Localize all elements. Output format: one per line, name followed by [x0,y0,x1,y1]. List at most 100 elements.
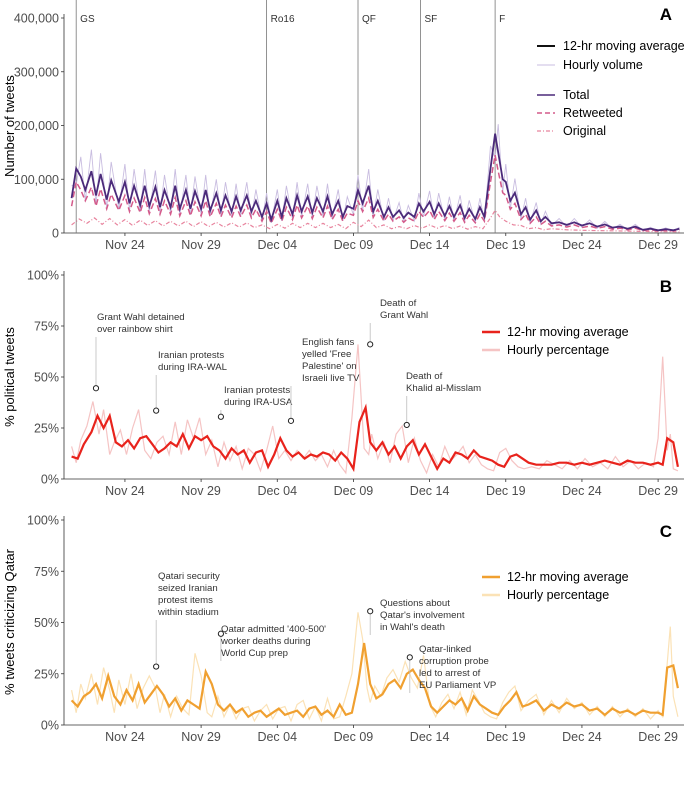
annotation-text: Israeli live TV [302,373,360,384]
y-tick-label: 75% [34,320,59,334]
hourly-volume-line [71,124,680,232]
y-tick-label: 0% [41,719,59,733]
annotation-text: Qatar's involvement [380,610,465,621]
x-tick-label: Dec 14 [410,238,450,252]
y-tick-label: 0 [52,227,59,241]
y-tick-label: 100,000 [14,173,59,187]
annotation-marker [153,407,160,414]
stage-label: GS [80,14,95,25]
y-tick-label: 100% [27,514,59,528]
annotation-marker [403,421,410,429]
hourly-percentage-line [71,612,679,723]
x-tick-label: Dec 04 [257,730,297,744]
y-tick-label: 100% [27,269,59,283]
y-tick-label: 75% [34,565,59,579]
retweeted-line [70,154,680,232]
y-tick-label: 300,000 [14,65,59,79]
annotation-text: yelled 'Free [302,349,351,360]
annotation-text: Iranian protests [224,385,290,396]
panel-letter: B [660,277,672,296]
legend-label: 12-hr moving average [563,39,685,53]
x-tick-label: Dec 09 [334,484,374,498]
y-tick-label: 25% [34,667,59,681]
annotation-text: over rainbow shirt [97,324,173,335]
legend-label: Total [563,88,589,102]
annotation-text: Iranian protests [158,350,224,361]
original-line [71,209,680,233]
annotation-text: led to arrest of [419,668,481,679]
x-tick-label: Nov 29 [181,238,221,252]
annotation-marker [153,663,160,670]
y-tick-label: 200,000 [14,119,59,133]
annotation-marker [217,630,225,637]
x-tick-label: Nov 29 [181,730,221,744]
x-tick-label: Dec 29 [638,484,678,498]
panel-c: 0% 25% 50% 75% 100% Nov 24 Nov 29 Dec 04 Dec 09 D… [2,514,684,744]
annotation-text: within stadium [157,607,219,618]
x-tick-label: Dec 24 [562,238,602,252]
x-tick-label: Nov 24 [105,730,145,744]
x-tick-label: Dec 14 [410,730,450,744]
y-tick-label: 50% [34,616,59,630]
annotation-marker [367,608,374,615]
annotation-text: Questions about [380,598,450,609]
stage-label: Ro16 [271,14,295,25]
annotation-text: worker deaths during [220,636,311,647]
annotation-marker [92,385,100,392]
legend-label: 12-hr moving average [507,570,629,584]
annotation-text: Qatar-linked [419,644,471,655]
annotation-text: Grant Wahl [380,310,428,321]
annotation-text: Qatar admitted '400-500' [221,624,326,635]
annotation-text: English fans [302,337,354,348]
y-tick-label: 0% [41,473,59,487]
x-tick-label: Nov 24 [105,484,145,498]
x-tick-label: Dec 04 [257,484,297,498]
legend-label: 12-hr moving average [507,325,629,339]
annotation-text: Qatari security [158,571,220,582]
legend-label: Hourly volume [563,58,643,72]
x-tick-label: Dec 24 [562,484,602,498]
legend-label: Hourly percentage [507,588,609,602]
annotation-marker [217,413,225,420]
y-axis-title: Number of tweets [2,75,17,177]
x-tick-label: Dec 14 [410,484,450,498]
annotation-marker [406,654,413,661]
x-tick-label: Dec 29 [638,730,678,744]
annotation-text: in Wahl's death [380,622,445,633]
stage-label: SF [424,14,437,25]
x-tick-label: Dec 19 [486,484,526,498]
legend-label: Original [563,124,606,138]
legend-label: Retweeted [563,106,623,120]
annotation-marker [287,417,295,424]
y-axis-title: % political tweets [2,327,17,427]
panel-a: 0 100,000 200,000 300,000 400,000 Nov 24 Nov 2… [2,0,685,252]
y-tick-label: 50% [34,371,59,385]
stage-label: QF [362,14,376,25]
x-tick-label: Dec 09 [334,238,374,252]
annotation-text: during IRA-USA [224,397,293,408]
y-tick-label: 25% [34,422,59,436]
stage-label: F [499,14,505,25]
annotation-text: World Cup prep [221,648,288,659]
annotation-text: EU Parliament VP [419,680,496,691]
y-axis-title: % tweets criticizing Qatar [2,548,17,695]
legend-label: Hourly percentage [507,343,609,357]
annotation-text: Grant Wahl detained [97,312,185,323]
panel-letter: C [660,522,672,541]
annotation-text: seized Iranian [158,583,218,594]
x-tick-label: Dec 04 [257,238,297,252]
x-tick-label: Dec 09 [334,730,374,744]
panel-b: 0% 25% 50% 75% 100% Nov 24 Nov 29 Dec 04 Dec 09 D… [2,269,684,498]
panel-letter: A [660,5,672,24]
x-tick-label: Dec 24 [562,730,602,744]
annotation-text: Khalid al-Misslam [406,383,481,394]
annotation-text: Death of [406,371,443,382]
annotation-text: during IRA-WAL [158,362,228,373]
annotation-text: corruption probe [419,656,489,667]
annotation-text: Death of [380,298,417,309]
annotation-text: Palestine' on [302,361,357,372]
x-tick-label: Nov 24 [105,238,145,252]
moving-average-line [71,403,679,473]
moving-average-line [70,642,679,719]
